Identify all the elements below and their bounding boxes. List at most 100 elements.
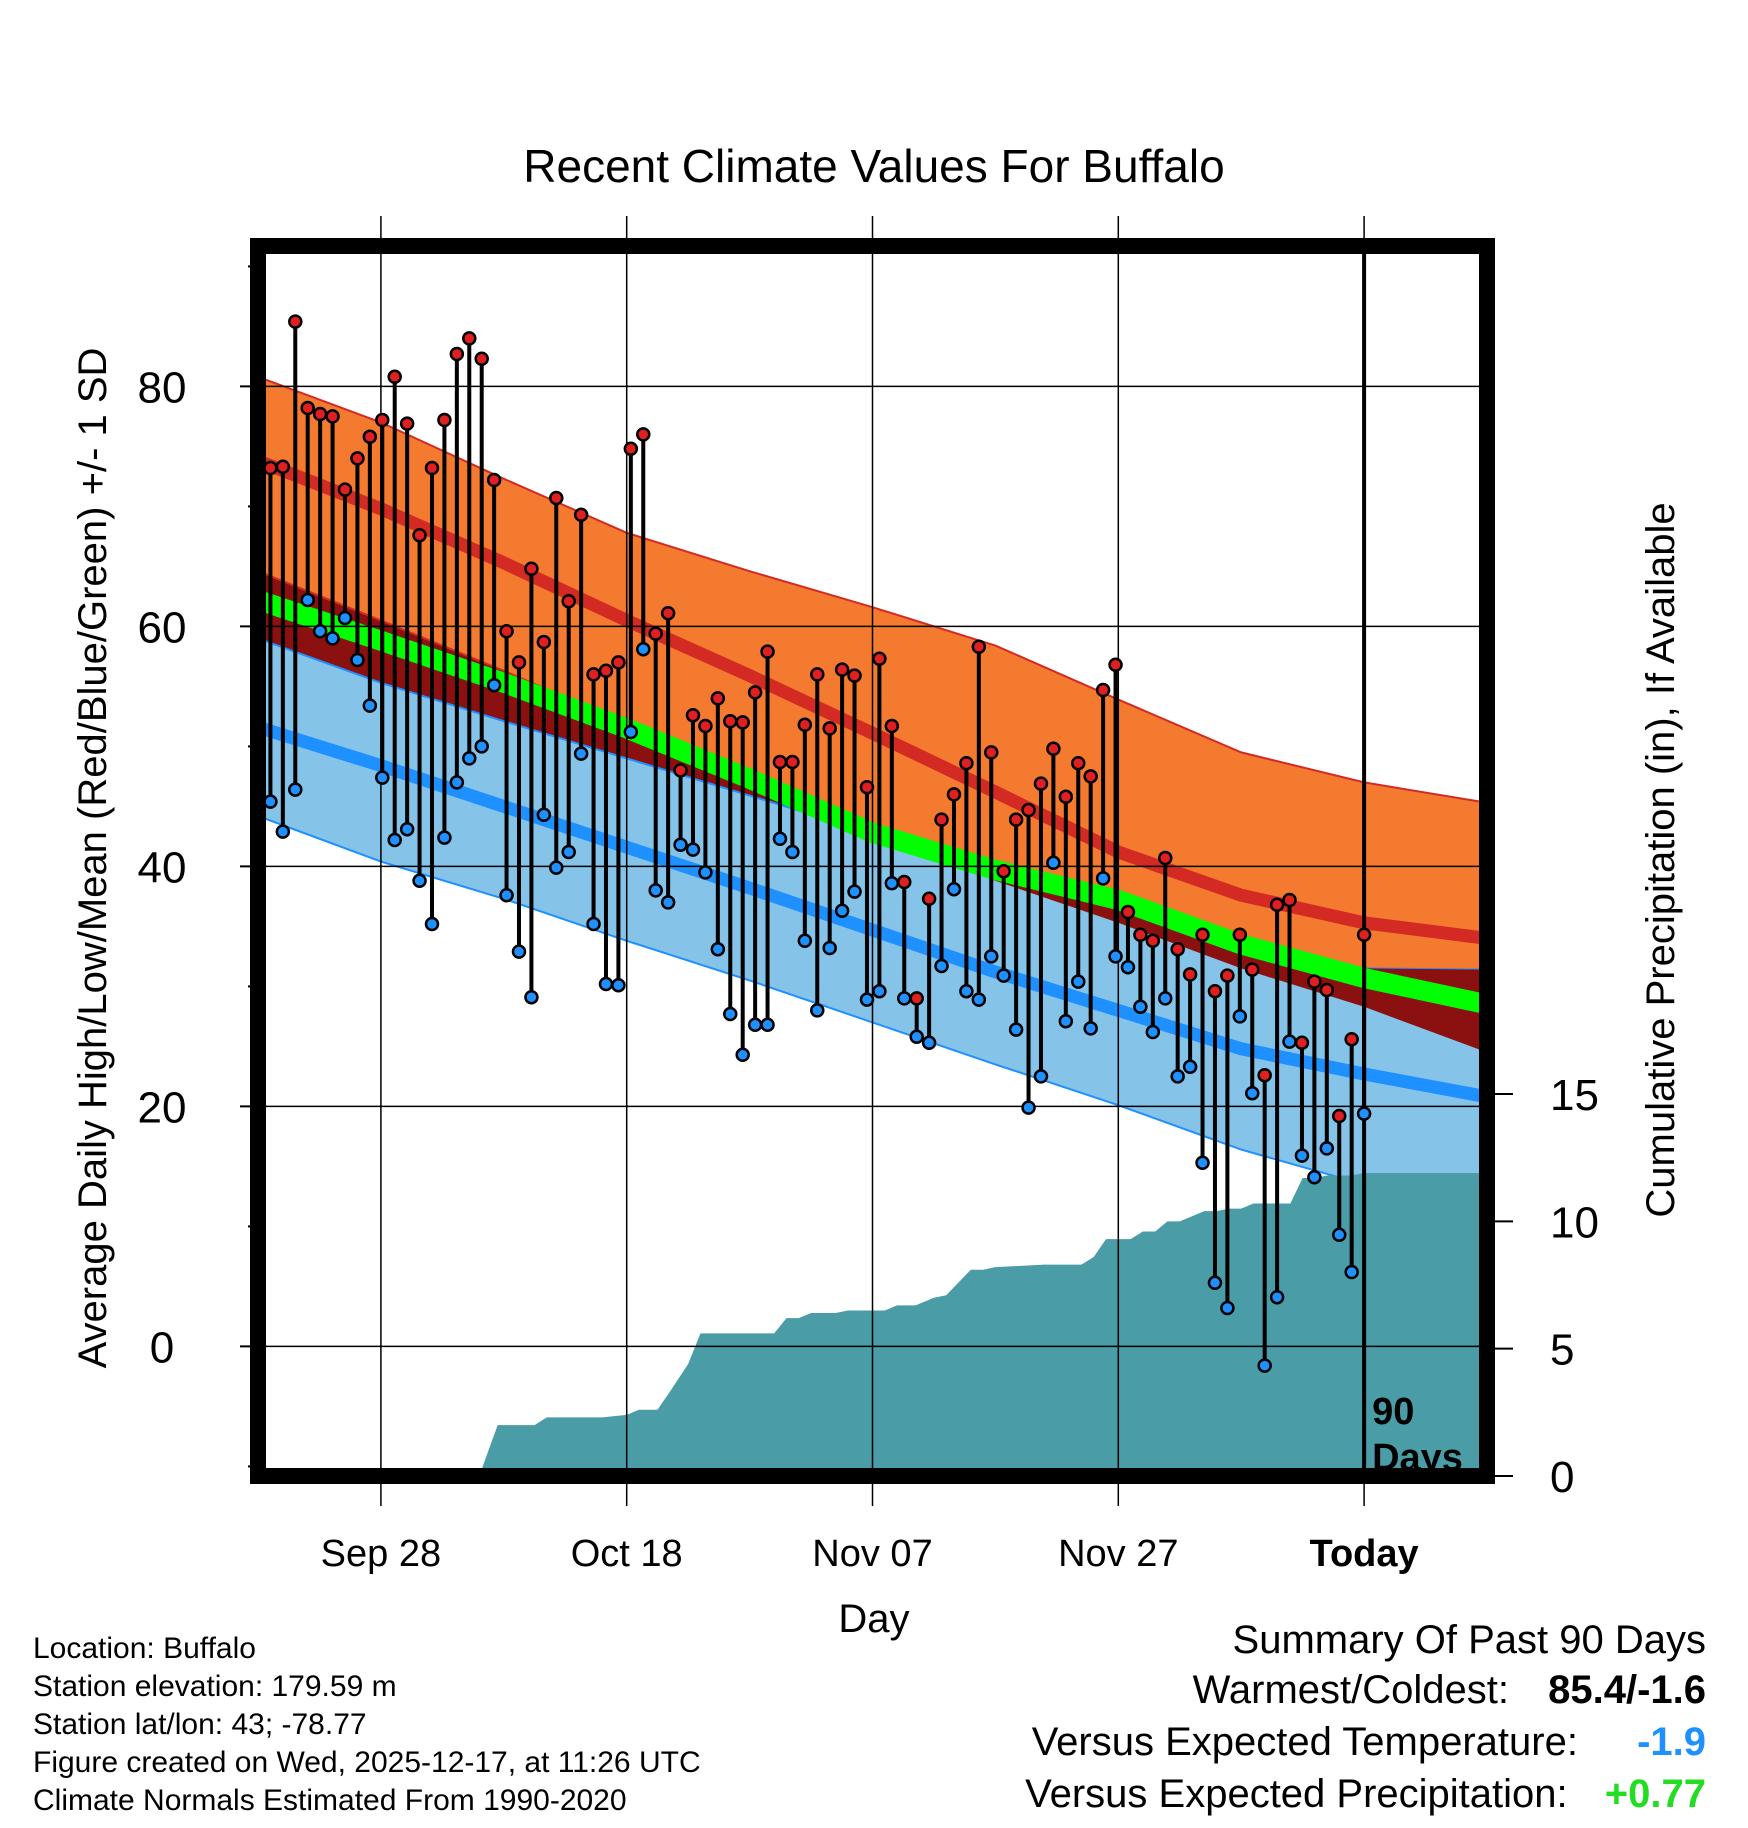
high-point <box>698 718 713 734</box>
high-point <box>1182 967 1198 982</box>
today-days-label: 90 <box>1372 1391 1414 1433</box>
high-point <box>611 655 626 670</box>
high-point <box>785 754 800 770</box>
low-point <box>1257 1358 1272 1373</box>
x-tick-label: Nov 07 <box>812 1533 932 1575</box>
high-point <box>1133 927 1148 943</box>
high-point <box>747 685 763 700</box>
low-point <box>1244 1085 1260 1101</box>
high-point <box>1170 941 1185 957</box>
y-tick-label: 0 <box>150 1323 174 1372</box>
y-tick-label: 40 <box>138 843 187 892</box>
high-point <box>797 717 813 733</box>
x-tick-label: Today <box>1310 1533 1419 1575</box>
high-point <box>1220 968 1235 983</box>
high-point <box>897 874 912 890</box>
low-point <box>1232 1009 1248 1024</box>
high-point <box>586 667 601 682</box>
low-point <box>685 842 701 857</box>
low-point <box>1133 999 1148 1015</box>
high-point <box>337 482 353 497</box>
high-point <box>810 667 825 682</box>
high-point <box>1083 769 1098 784</box>
high-point <box>399 416 415 431</box>
high-point <box>822 721 837 736</box>
high-point <box>350 451 365 466</box>
low-point <box>760 1017 775 1033</box>
y-axis-label: Average Daily High/Low/Mean (Red/Blue/Gr… <box>71 348 115 1369</box>
low-point <box>1319 1141 1335 1156</box>
high-point <box>847 668 862 683</box>
high-point <box>325 409 340 424</box>
low-point <box>561 844 576 860</box>
low-point <box>524 989 539 1005</box>
high-point <box>300 400 315 416</box>
low-point <box>1108 949 1123 964</box>
low-point <box>984 949 999 964</box>
latlon-text: Station lat/lon: 43; -78.77 <box>33 1708 367 1741</box>
high-point <box>1046 741 1061 757</box>
normals-source-text: Climate Normals Estimated From 1990-2020 <box>33 1784 627 1817</box>
low-point <box>1344 1264 1359 1280</box>
low-point <box>437 830 452 845</box>
high-point <box>1145 933 1161 949</box>
low-point <box>611 977 626 993</box>
low-point <box>325 631 340 646</box>
high-point <box>648 626 663 641</box>
high-point <box>1282 892 1297 908</box>
high-point <box>1244 962 1260 977</box>
high-point <box>1120 904 1136 920</box>
low-point <box>996 968 1011 983</box>
low-point <box>710 941 726 957</box>
high-point <box>1021 802 1036 818</box>
high-point <box>275 459 291 475</box>
high-point <box>1331 1108 1347 1124</box>
low-point <box>946 881 962 897</box>
summary-title: Summary Of Past 90 Days <box>1232 1618 1706 1662</box>
high-point <box>1108 657 1123 673</box>
elevation-text: Station elevation: 179.59 m <box>33 1670 397 1703</box>
high-point <box>312 406 328 422</box>
low-point <box>1307 1169 1322 1185</box>
low-point <box>337 610 353 626</box>
high-point <box>1158 850 1173 866</box>
low-point <box>387 832 402 848</box>
low-point <box>1046 855 1061 871</box>
high-point <box>499 623 514 639</box>
low-point <box>412 873 427 889</box>
y2-tick-label: 10 <box>1550 1198 1599 1247</box>
low-point <box>735 1047 750 1063</box>
high-point <box>884 718 900 734</box>
low-point <box>660 895 676 910</box>
low-point <box>673 837 688 853</box>
high-point <box>561 593 576 609</box>
high-point <box>387 369 402 385</box>
low-point <box>424 916 440 932</box>
low-point <box>1145 1024 1161 1040</box>
low-point <box>1220 1300 1235 1316</box>
low-point <box>1356 1106 1372 1121</box>
low-point <box>1158 991 1173 1006</box>
summary-warmest-row: Warmest/Coldest: 85.4/-1.6 <box>1193 1668 1706 1713</box>
low-point <box>312 623 328 639</box>
location-text: Location: Buffalo <box>33 1632 256 1665</box>
high-point <box>760 644 775 659</box>
low-point <box>772 831 788 847</box>
low-point <box>1033 1069 1049 1084</box>
high-point <box>412 527 427 543</box>
low-point <box>399 821 415 837</box>
low-point <box>549 860 564 875</box>
temp-label: Versus Expected Temperature: <box>1031 1720 1578 1764</box>
low-point <box>797 933 813 949</box>
low-point <box>449 775 465 790</box>
x-tick-label: Nov 27 <box>1058 1533 1178 1575</box>
high-point <box>1307 974 1322 989</box>
high-point <box>474 351 489 367</box>
y-tick-label: 80 <box>138 363 187 412</box>
high-point <box>1033 776 1049 791</box>
low-point <box>536 807 552 823</box>
high-point <box>437 412 452 428</box>
low-point <box>586 916 601 932</box>
low-point <box>288 782 303 797</box>
